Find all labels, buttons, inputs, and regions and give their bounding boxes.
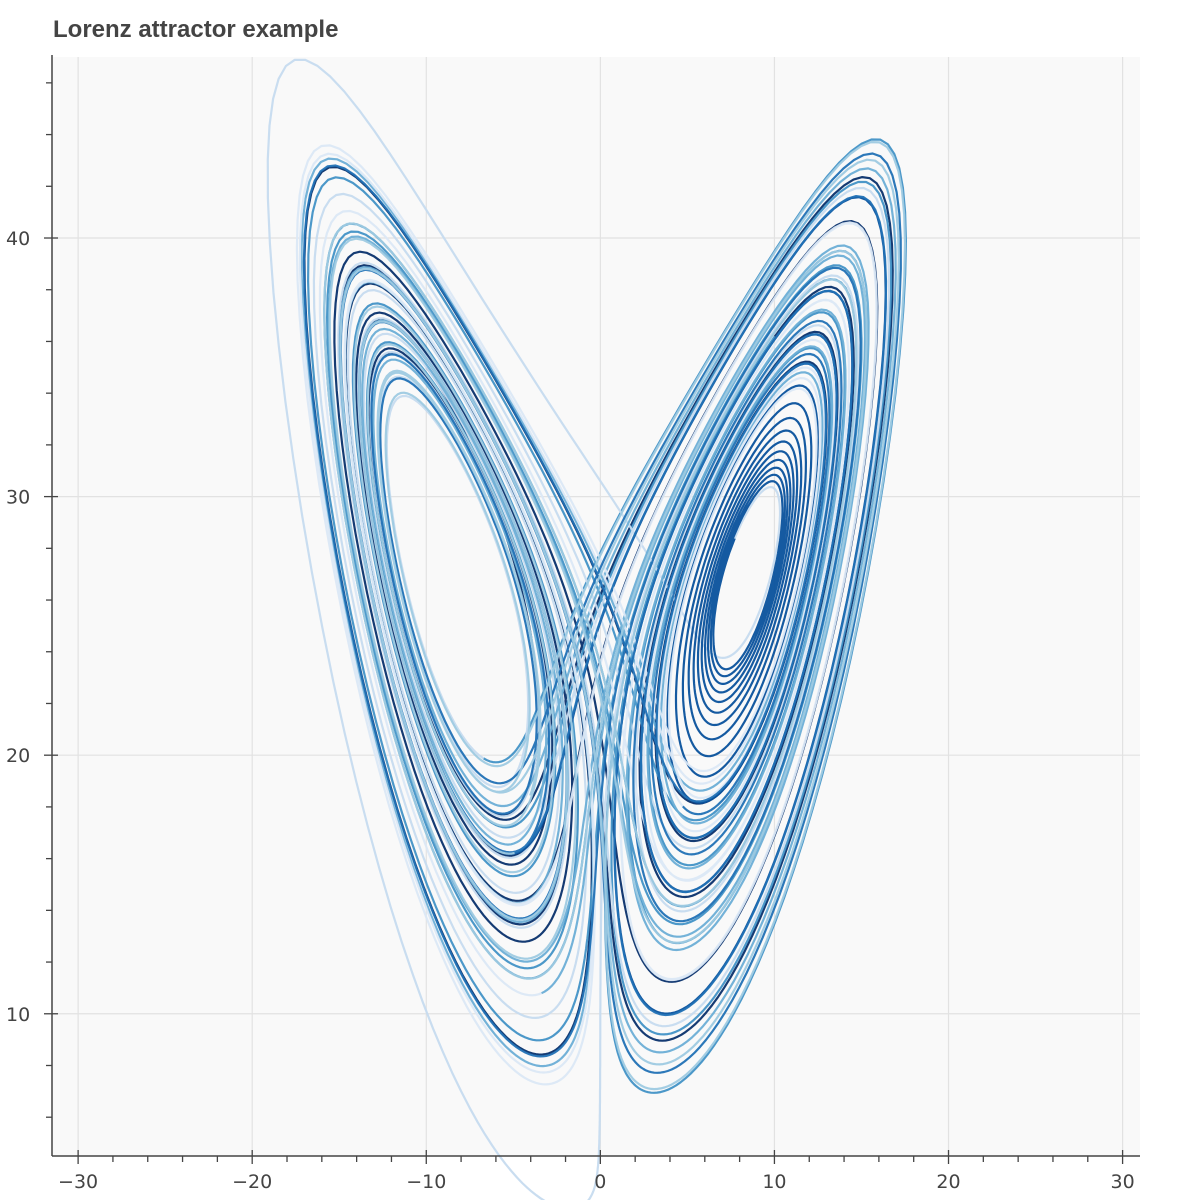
x-tick-label: −10 (406, 1171, 446, 1193)
chart-title: Lorenz attractor example (53, 16, 339, 43)
lorenz-curve (266, 58, 907, 1200)
x-tick-label: −30 (58, 1171, 98, 1193)
x-tick-label: 30 (1110, 1171, 1134, 1193)
axes: −30 −20 −10 0 10 20 30 10 20 30 40 (6, 55, 1140, 1193)
lorenz-segment (295, 144, 878, 1086)
x-tick-label: 10 (762, 1171, 786, 1193)
y-tick-label: 40 (6, 228, 30, 250)
y-tick-label: 10 (6, 1004, 30, 1026)
lorenz-segment (302, 152, 902, 1074)
x-tick-label: −20 (232, 1171, 272, 1193)
lorenz-segment (300, 157, 897, 1068)
y-tick-label: 30 (6, 487, 30, 509)
lorenz-segment (323, 141, 907, 1091)
x-tick-label: 0 (594, 1171, 606, 1193)
x-tick-label: 20 (936, 1171, 960, 1193)
y-tick-label: 20 (6, 745, 30, 767)
